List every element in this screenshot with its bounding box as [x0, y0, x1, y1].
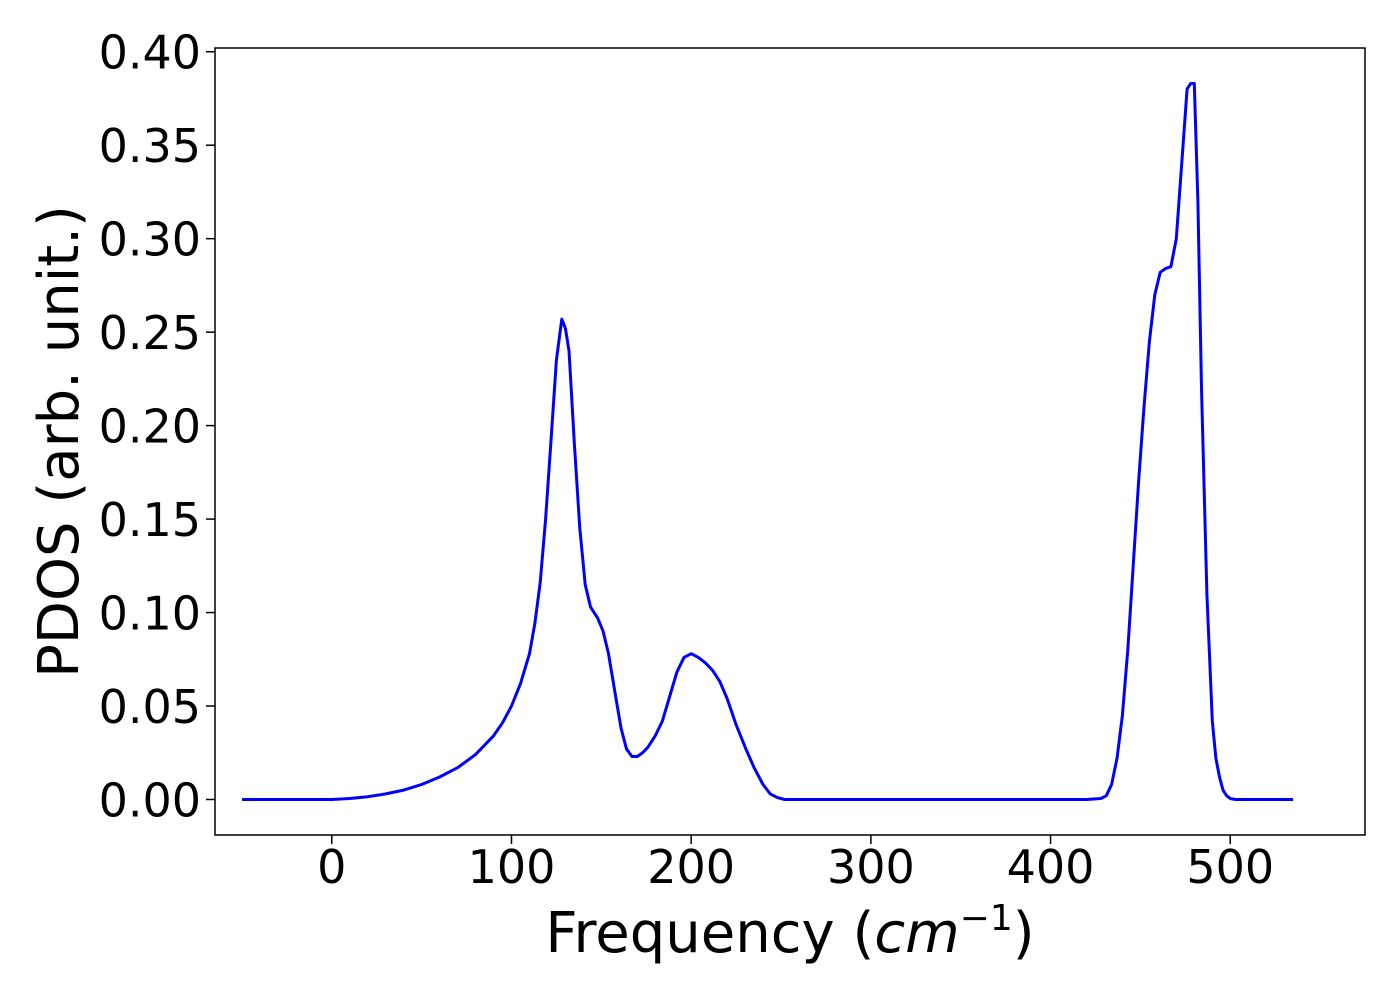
x-tick-label: 400: [1007, 840, 1095, 894]
x-tick-label: 100: [468, 840, 556, 894]
y-tick-label: 0.00: [99, 773, 201, 827]
x-tick-label: 500: [1186, 840, 1274, 894]
x-axis-label-unit: cm: [874, 901, 959, 966]
y-tick-label: 0.25: [99, 306, 201, 360]
x-axis-ticks: 0 100 200 300 400 500: [317, 835, 1274, 894]
y-tick-label: 0.30: [99, 213, 201, 267]
y-axis-ticks: 0.00 0.05 0.10 0.15 0.20 0.25 0.30 0.35 0.40: [99, 26, 215, 827]
y-tick-label: 0.15: [99, 493, 201, 547]
x-tick-label: 200: [647, 840, 735, 894]
x-tick-label: 0: [317, 840, 346, 894]
y-tick-label: 0.35: [99, 119, 201, 173]
x-tick-label: 300: [827, 840, 915, 894]
x-axis-label-close: ): [1013, 901, 1035, 966]
plot-frame: [214, 47, 1366, 836]
series-line-0: [242, 82, 1294, 801]
x-axis-label-exponent: −1: [960, 898, 1013, 939]
x-axis-label-text: Frequency (: [545, 901, 874, 966]
y-tick-label: 0.10: [99, 587, 201, 641]
series-layer: [242, 82, 1294, 801]
x-axis-label: Frequency (cm−1): [545, 898, 1034, 966]
y-axis-label: PDOS (arb. unit.): [27, 205, 92, 678]
y-tick-label: 0.40: [99, 26, 201, 80]
y-tick-label: 0.20: [99, 400, 201, 454]
y-tick-label: 0.05: [99, 680, 201, 734]
